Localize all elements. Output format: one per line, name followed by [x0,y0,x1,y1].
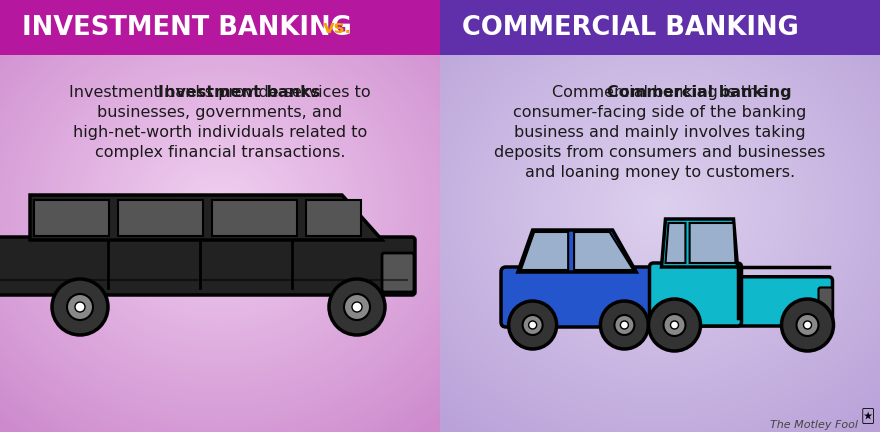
Circle shape [52,279,108,335]
Circle shape [529,321,537,329]
Text: 🃏: 🃏 [861,408,875,424]
Circle shape [614,315,634,335]
Bar [34,200,109,236]
Text: consumer-facing side of the banking: consumer-facing side of the banking [513,105,807,120]
Text: INVESTMENT BANKING: INVESTMENT BANKING [22,15,352,41]
Text: Investment banks provide services to: Investment banks provide services to [70,85,370,100]
FancyBboxPatch shape [649,263,742,326]
Text: businesses, governments, and: businesses, governments, and [98,105,342,120]
Bar [306,200,361,236]
Text: The Motley Fool: The Motley Fool [770,420,858,430]
Bar [0,0,440,55]
Circle shape [620,321,628,329]
Text: Commercial banking is the: Commercial banking is the [553,85,767,100]
Text: deposits from consumers and businesses: deposits from consumers and businesses [495,145,825,160]
Circle shape [781,299,833,351]
Polygon shape [517,230,636,272]
Text: business and mainly involves taking: business and mainly involves taking [514,125,806,140]
Circle shape [671,321,678,329]
Polygon shape [574,232,634,270]
Circle shape [509,301,557,349]
Polygon shape [30,195,382,240]
Polygon shape [690,223,736,263]
Bar [212,200,297,236]
Text: complex financial transactions.: complex financial transactions. [95,145,345,160]
Bar [440,0,880,55]
FancyBboxPatch shape [382,253,414,292]
Bar [118,200,203,236]
Circle shape [344,294,370,320]
Text: vs.: vs. [323,19,352,37]
Polygon shape [662,219,737,267]
FancyBboxPatch shape [649,277,832,326]
Text: Commercial banking: Commercial banking [607,85,792,100]
Text: and loaning money to customers.: and loaning money to customers. [525,165,795,180]
Circle shape [75,302,85,312]
Circle shape [523,315,543,335]
FancyBboxPatch shape [501,267,659,327]
Polygon shape [665,223,686,263]
Bar [0,432,880,440]
Circle shape [67,294,93,320]
Text: COMMERCIAL BANKING: COMMERCIAL BANKING [462,15,799,41]
Circle shape [352,302,362,312]
Text: high-net-worth individuals related to: high-net-worth individuals related to [73,125,367,140]
FancyBboxPatch shape [0,237,415,295]
FancyBboxPatch shape [818,287,832,319]
Circle shape [600,301,649,349]
Circle shape [649,299,700,351]
Polygon shape [521,232,568,270]
Circle shape [796,314,818,336]
Circle shape [803,321,811,329]
Circle shape [664,314,686,336]
Text: Investment banks: Investment banks [158,85,320,100]
Circle shape [329,279,385,335]
